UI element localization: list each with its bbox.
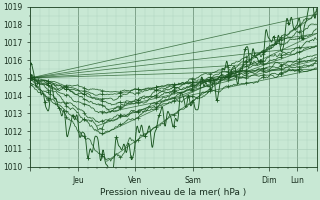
X-axis label: Pression niveau de la mer( hPa ): Pression niveau de la mer( hPa ) (100, 188, 247, 197)
